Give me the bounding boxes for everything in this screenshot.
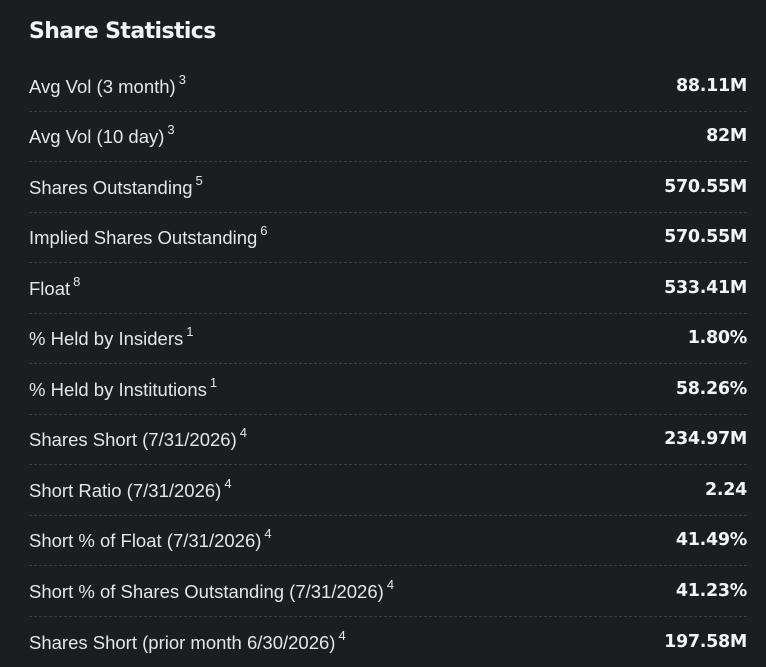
stat-row-short-percent-of-shares-outstanding: Short % of Shares Outstanding (7/31/2026… — [29, 566, 747, 617]
stat-label: Implied Shares Outstanding 6 — [29, 223, 268, 249]
stat-label: % Held by Institutions 1 — [29, 374, 218, 401]
stat-label-text: Implied Shares Outstanding — [29, 227, 258, 249]
footnote-marker: 4 — [224, 475, 232, 491]
stat-label-text: Short % of Float (7/31/2026) — [29, 530, 262, 552]
stat-value: 570.55M — [664, 176, 747, 197]
stat-value: 1.80% — [687, 328, 748, 349]
stat-row-shares-outstanding: Shares Outstanding 5 570.55M — [29, 162, 747, 213]
stat-label: Short Ratio (7/31/2026) 4 — [29, 475, 232, 502]
footnote-marker: 6 — [260, 223, 268, 239]
stat-row-shares-short: Shares Short (7/31/2026) 4 234.97M — [29, 415, 747, 465]
stat-label: Short % of Float (7/31/2026) 4 — [29, 526, 272, 552]
stat-label-text: Shares Short (prior month 6/30/2026) — [29, 631, 336, 653]
stat-value: 88.11M — [676, 75, 747, 96]
footnote-marker: 4 — [338, 627, 346, 643]
stat-row-held-by-insiders: % Held by Insiders 1 1.80% — [29, 314, 748, 364]
stat-label-text: Avg Vol (3 month) — [29, 75, 176, 97]
stat-label-text: Avg Vol (10 day) — [29, 126, 165, 148]
stat-label-text: Shares Short (7/31/2026) — [29, 429, 237, 451]
footnote-marker: 8 — [73, 273, 81, 289]
stat-value: 234.97M — [664, 429, 747, 450]
stat-value: 533.41M — [664, 277, 747, 298]
stat-label-text: % Held by Insiders — [29, 328, 184, 350]
stat-row-float: Float 8 533.41M — [29, 263, 747, 314]
stat-label: Avg Vol (10 day) 3 — [29, 122, 175, 148]
stat-value: 570.55M — [664, 227, 747, 248]
stat-label: Short % of Shares Outstanding (7/31/2026… — [29, 576, 395, 603]
stat-label: % Held by Insiders 1 — [29, 324, 194, 350]
footnote-marker: 3 — [178, 71, 186, 87]
footnote-marker: 5 — [195, 172, 203, 188]
stat-label-text: % Held by Institutions — [29, 378, 207, 400]
stat-label-text: Short % of Shares Outstanding (7/31/2026… — [29, 580, 384, 602]
footnote-marker: 4 — [386, 576, 395, 592]
footnote-marker: 3 — [167, 122, 175, 138]
section-title: Share Statistics — [29, 19, 216, 44]
stat-row-short-percent-of-float: Short % of Float (7/31/2026) 4 41.49% — [29, 516, 747, 566]
footnote-marker: 4 — [239, 425, 247, 441]
stat-value: 41.49% — [675, 530, 747, 551]
stat-label-text: Shares Outstanding — [29, 176, 193, 198]
stat-label: Shares Short (prior month 6/30/2026) 4 — [29, 627, 346, 654]
stat-row-avg-vol-10-day: Avg Vol (10 day) 3 82M — [29, 112, 747, 162]
stat-row-held-by-institutions: % Held by Institutions 1 58.26% — [29, 364, 747, 415]
stat-row-shares-short-prior-month: Shares Short (prior month 6/30/2026) 4 19… — [29, 617, 747, 667]
stat-label: Shares Outstanding 5 — [29, 172, 203, 199]
stat-label-text: Float — [29, 277, 71, 299]
footnote-marker: 4 — [264, 526, 272, 542]
footnote-marker: 1 — [186, 324, 194, 340]
stat-value: 2.24 — [705, 479, 747, 500]
stat-value: 197.58M — [664, 631, 747, 652]
stat-label-text: Short Ratio (7/31/2026) — [29, 479, 222, 501]
stat-value: 58.26% — [675, 378, 747, 399]
stat-row-implied-shares-outstanding: Implied Shares Outstanding 6 570.55M — [29, 213, 747, 263]
statistics-table: Avg Vol (3 month) 3 88.11M Avg Vol (10 da… — [29, 61, 747, 667]
stat-label: Avg Vol (3 month) 3 — [29, 71, 186, 98]
stat-label: Float 8 — [29, 273, 81, 300]
stat-value: 41.23% — [675, 580, 747, 601]
stat-value: 82M — [706, 126, 747, 147]
stat-row-avg-vol-3-month: Avg Vol (3 month) 3 88.11M — [29, 61, 747, 112]
share-statistics-panel: Share Statistics Avg Vol (3 month) 3 88.1… — [29, 0, 747, 667]
stat-label: Shares Short (7/31/2026) 4 — [29, 425, 247, 451]
stat-row-short-ratio: Short Ratio (7/31/2026) 4 2.24 — [29, 465, 747, 516]
footnote-marker: 1 — [209, 374, 218, 390]
